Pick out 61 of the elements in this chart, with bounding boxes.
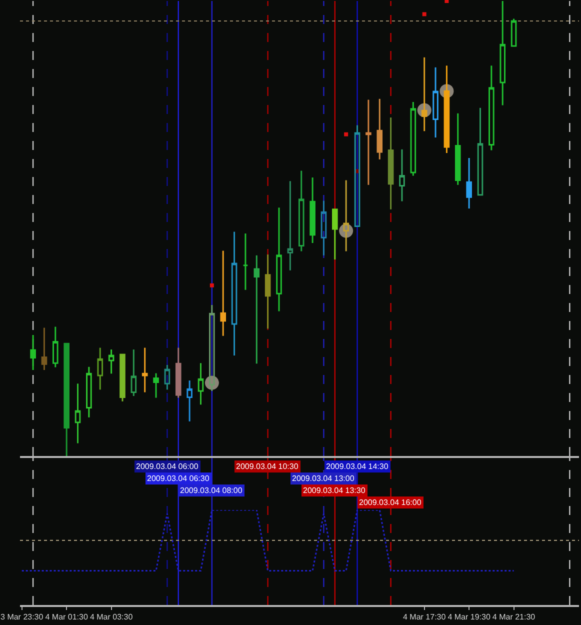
x-tick-label: 4 Mar 01:30: [45, 612, 88, 622]
candlestick: [74, 382, 81, 444]
candlestick: [454, 112, 461, 186]
candlestick: [41, 326, 48, 371]
x-tick-label: 3 Mar 23:30: [0, 612, 44, 622]
point: [444, 0, 449, 3]
candlestick: [242, 232, 248, 291]
ref-line-label: 2009.03.04 06:30: [147, 474, 210, 483]
x-tick-label: 4 Mar 21:30: [492, 612, 536, 622]
ref-line-label: 2009.03.04 13:00: [292, 474, 355, 483]
x-tick-label: 4 Mar 17:30: [402, 612, 446, 622]
candlestick: [52, 326, 58, 368]
candlestick: [376, 98, 383, 160]
ref-line-label: 2009.03.04 06:00: [136, 462, 199, 471]
candlestick: [310, 176, 316, 244]
candlestick: [120, 354, 126, 402]
candlestick: [444, 64, 450, 154]
candlestick: [298, 170, 304, 252]
candlestick: [332, 208, 338, 260]
candlestick: [488, 64, 494, 151]
ref-line-label: 2009.03.04 13:30: [303, 486, 366, 495]
candlestick: [343, 180, 349, 252]
candlestick: [198, 362, 204, 406]
candlestick: [432, 66, 438, 138]
candlestick: [175, 346, 182, 399]
candlestick: [399, 148, 405, 202]
candlestick: [108, 348, 114, 374]
candlestick: [500, 1, 506, 106]
candlestick: [366, 98, 372, 186]
candlestick: [276, 206, 282, 312]
candlestick: [388, 116, 394, 210]
candlestick: [287, 180, 294, 272]
candlestick: [231, 230, 238, 356]
point: [422, 12, 426, 16]
candlestick: [410, 101, 416, 176]
candlestick: [510, 18, 517, 47]
candlestick: [153, 372, 159, 399]
candlestick: [164, 364, 170, 390]
ref-line-label: 2009.03.04 16:00: [359, 498, 422, 507]
candlestick: [142, 346, 148, 394]
candlestick: [466, 157, 472, 210]
candlestick: [264, 254, 271, 330]
candlestick: [97, 346, 104, 390]
candlestick: [186, 380, 192, 422]
x-tick-label: 4 Mar 19:30: [448, 612, 491, 622]
point: [344, 132, 348, 136]
x-tick-label: 4 Mar 03:30: [90, 612, 134, 622]
candlestick: [477, 107, 484, 196]
candlestick: [220, 250, 226, 337]
point: [210, 283, 214, 288]
candlestick: [254, 254, 260, 364]
candlestick: [209, 304, 215, 392]
candlestick: [130, 348, 137, 397]
candlestick: [320, 200, 327, 256]
candlestick: [421, 56, 428, 132]
candlestick: [64, 342, 70, 456]
ref-line-label: 2009.03.04 14:30: [326, 462, 389, 471]
candlestick: [86, 366, 92, 418]
ref-line-label: 2009.03.04 10:30: [236, 462, 299, 471]
ref-line-label: 2009.03.04 08:00: [180, 486, 243, 495]
candlestick: [30, 334, 36, 371]
